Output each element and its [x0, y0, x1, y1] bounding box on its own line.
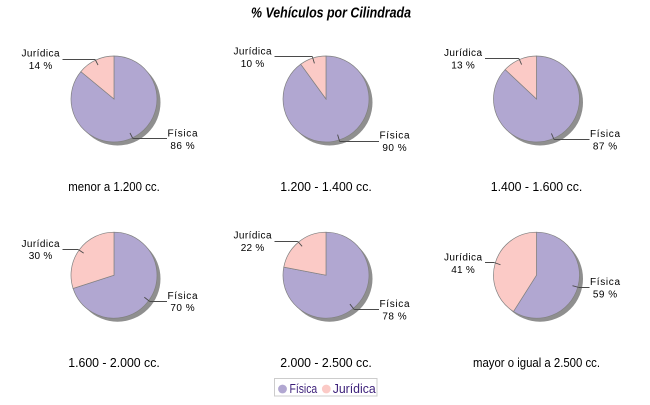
svg-text:13 %: 13 % — [451, 60, 475, 71]
svg-text:Física: Física — [590, 129, 620, 140]
svg-text:Física: Física — [380, 131, 410, 142]
svg-text:Física: Física — [380, 299, 410, 310]
svg-text:1.200 - 1.400 cc.: 1.200 - 1.400 cc. — [280, 179, 372, 194]
svg-text:87 %: 87 % — [593, 142, 617, 153]
svg-text:2.000 - 2.500 cc.: 2.000 - 2.500 cc. — [280, 355, 372, 370]
svg-text:86 %: 86 % — [170, 141, 194, 152]
svg-text:14 %: 14 % — [29, 61, 53, 72]
svg-text:90 %: 90 % — [382, 143, 406, 154]
svg-text:menor a 1.200 cc.: menor a 1.200 cc. — [68, 179, 160, 194]
svg-text:Física: Física — [168, 291, 198, 302]
svg-text:mayor o igual a 2.500 cc.: mayor o igual a 2.500 cc. — [473, 355, 600, 370]
svg-text:Física: Física — [590, 277, 620, 288]
svg-text:Jurídica: Jurídica — [444, 252, 482, 263]
svg-text:70 %: 70 % — [170, 303, 194, 314]
svg-text:41 %: 41 % — [451, 265, 475, 276]
svg-text:22 %: 22 % — [241, 243, 265, 254]
svg-text:Jurídica: Jurídica — [444, 48, 482, 59]
svg-text:30 %: 30 % — [29, 251, 53, 262]
svg-text:10 %: 10 % — [241, 59, 265, 70]
svg-text:Jurídica: Jurídica — [234, 47, 272, 58]
svg-text:78 %: 78 % — [382, 311, 406, 322]
svg-text:1.400 - 1.600 cc.: 1.400 - 1.600 cc. — [491, 179, 583, 194]
svg-text:Jurídica: Jurídica — [22, 239, 60, 250]
svg-text:Jurídica: Jurídica — [234, 231, 272, 242]
svg-text:1.600 - 2.000 cc.: 1.600 - 2.000 cc. — [68, 355, 160, 370]
svg-text:Física: Física — [168, 129, 198, 140]
svg-text:Jurídica: Jurídica — [22, 49, 60, 60]
svg-text:Jurídica: Jurídica — [333, 382, 376, 396]
svg-text:% Vehículos por Cilindrada: % Vehículos por Cilindrada — [251, 4, 411, 21]
svg-text:59 %: 59 % — [593, 290, 617, 301]
svg-text:Física: Física — [290, 382, 318, 396]
